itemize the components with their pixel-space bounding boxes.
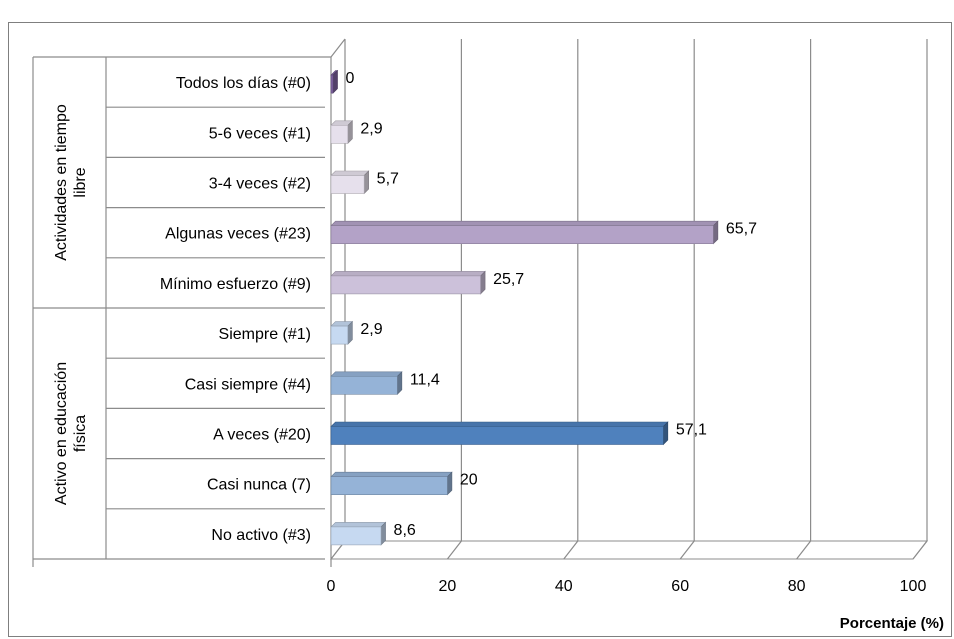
value-label: 5,7 [377, 171, 399, 188]
category-label: Casi nunca (7) [207, 477, 311, 494]
bar [330, 375, 398, 395]
category-label: 3-4 veces (#2) [209, 176, 311, 193]
category-label: No activo (#3) [211, 527, 311, 544]
x-tick-label: 80 [788, 578, 806, 595]
bar-top [330, 522, 387, 528]
value-label: 11,4 [410, 371, 440, 388]
value-label: 2,9 [360, 120, 382, 137]
gridline-60 [679, 39, 695, 560]
x-tick-label: 40 [555, 578, 573, 595]
y-axis-top [330, 38, 346, 58]
bar [330, 275, 481, 295]
x-tick-label: 20 [439, 578, 457, 595]
bar-top [330, 371, 403, 377]
bar-top [330, 220, 719, 226]
bar-top [330, 421, 669, 427]
bar-top [330, 471, 453, 477]
x-tick-label: 0 [327, 578, 336, 595]
value-label: 2,9 [360, 321, 382, 338]
bar [330, 476, 448, 496]
category-label: Algunas veces (#23) [165, 226, 311, 243]
bar [330, 325, 349, 345]
bar [330, 225, 714, 244]
category-label: A veces (#20) [213, 427, 311, 444]
bar [330, 74, 334, 94]
bar [330, 526, 382, 546]
category-label: Siempre (#1) [219, 326, 311, 343]
chart-frame [8, 22, 952, 637]
value-label: 57,1 [676, 422, 707, 439]
gridline-20 [446, 39, 462, 560]
category-label: 5-6 veces (#1) [209, 125, 311, 142]
value-label: 25,7 [493, 271, 524, 288]
bar-top [330, 271, 486, 277]
bar-top [330, 170, 370, 176]
category-label: Mínimo esfuerzo (#9) [160, 276, 311, 293]
value-label: 65,7 [726, 221, 757, 238]
bar [330, 125, 349, 144]
x-axis-title: Porcentaje (%) [840, 615, 944, 632]
gridline-40 [563, 39, 579, 560]
x-tick-label: 60 [671, 578, 689, 595]
gridline-100 [912, 39, 928, 560]
gridline-80 [796, 39, 812, 560]
bar [330, 175, 365, 194]
bar [330, 426, 664, 445]
value-label: 0 [346, 70, 355, 87]
group-label: Activo en educación física [53, 362, 89, 505]
group-label: Actividades en tiempo libre [53, 104, 89, 261]
chart-floor [329, 540, 929, 560]
value-label: 8,6 [394, 522, 416, 539]
value-label: 20 [460, 472, 478, 489]
category-label: Casi siempre (#4) [185, 376, 311, 393]
x-tick-label: 100 [900, 578, 927, 595]
category-label: Todos los días (#0) [176, 75, 311, 92]
